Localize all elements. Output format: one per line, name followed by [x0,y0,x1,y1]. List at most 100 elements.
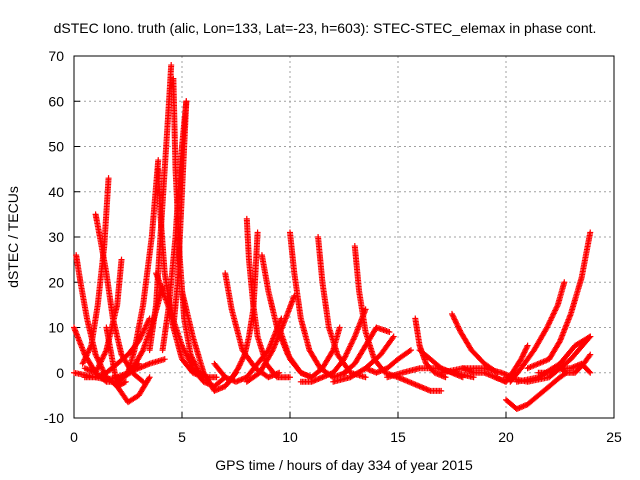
data-point [237,361,244,368]
data-point [438,387,445,394]
data-point [520,350,527,357]
data-points [71,62,594,412]
data-point [362,374,369,381]
x-tick-label: 25 [606,429,622,445]
data-point [145,375,152,382]
data-point [336,324,343,331]
y-tick-label: 40 [48,184,64,200]
data-point [122,378,129,385]
data-point [586,368,593,375]
data-point [585,334,592,341]
data-point [87,343,94,350]
data-point [455,324,462,331]
data-point [80,359,87,366]
data-point [105,175,112,182]
data-point [520,352,527,359]
data-point [139,348,146,355]
data-point [449,312,456,319]
data-point [240,353,247,360]
y-axis-label: dSTEC / TECUs [5,186,21,288]
data-point [83,352,90,359]
data-point [556,339,563,346]
data-point [155,157,162,164]
data-point [329,348,336,355]
data-point [442,374,449,381]
data-point [386,329,393,336]
data-point [523,343,530,350]
data-point [587,229,594,236]
chart-title: dSTEC Iono. truth (alic, Lon=133, Lat=-2… [54,20,597,36]
data-point [79,360,86,367]
data-point [522,348,529,355]
data-point [146,374,153,381]
data-point [82,353,89,360]
data-point [236,362,243,369]
data-point [523,345,530,352]
data-point [519,353,526,360]
data-point [81,356,88,363]
x-tick-label: 0 [70,429,78,445]
y-tick-label: 0 [56,365,64,381]
y-tick-labels: -10 0 10 20 30 40 50 60 70 [44,48,64,426]
data-point [524,342,531,349]
y-tick-label: 20 [48,274,64,290]
data-point [118,256,125,263]
data-point [452,317,459,324]
data-point [407,347,414,354]
data-point [213,374,220,381]
data-point [389,334,396,341]
x-tick-label: 10 [282,429,298,445]
data-point [453,320,460,327]
data-point [362,306,369,313]
data-point [85,348,92,355]
data-point [518,356,525,363]
plot-frame [73,55,615,419]
data-point [86,346,93,353]
x-tick-label: 20 [498,429,514,445]
data-point [226,378,233,385]
data-point [522,346,529,353]
data-point [518,354,525,361]
y-tick-label: 70 [48,48,64,64]
data-point [454,322,461,329]
data-point [450,315,457,322]
x-tick-label: 15 [390,429,406,445]
y-tick-label: -10 [44,410,64,426]
x-tick-labels: 0 5 10 15 20 25 [70,429,622,445]
data-point [561,279,568,286]
data-point [238,358,245,365]
data-point [587,333,594,340]
data-point [82,355,89,362]
data-point [84,349,91,356]
data-point [451,316,458,323]
data-point [121,379,128,386]
data-point [268,348,275,355]
x-tick-label: 5 [178,429,186,445]
data-point [239,355,246,362]
y-tick-label: 50 [48,139,64,155]
data-point [287,374,293,381]
data-point [406,348,413,355]
data-point [390,333,397,340]
data-point [161,356,168,363]
data-point [86,345,93,352]
data-point [84,350,91,357]
data-point [587,351,594,358]
data-point [227,377,234,384]
data-point [241,351,248,358]
data-point [521,349,528,356]
data-point [456,326,463,333]
data-point [454,323,461,330]
data-point [239,357,246,364]
data-point [240,354,247,361]
data-point [449,310,455,317]
data-point [237,359,244,366]
data-point [80,357,87,364]
y-tick-label: 60 [48,93,64,109]
data-point [586,352,593,359]
y-tick-label: 10 [48,320,64,336]
data-point [587,369,594,376]
x-axis-label: GPS time / hours of day 334 of year 2015 [215,457,473,473]
data-point [168,62,175,69]
